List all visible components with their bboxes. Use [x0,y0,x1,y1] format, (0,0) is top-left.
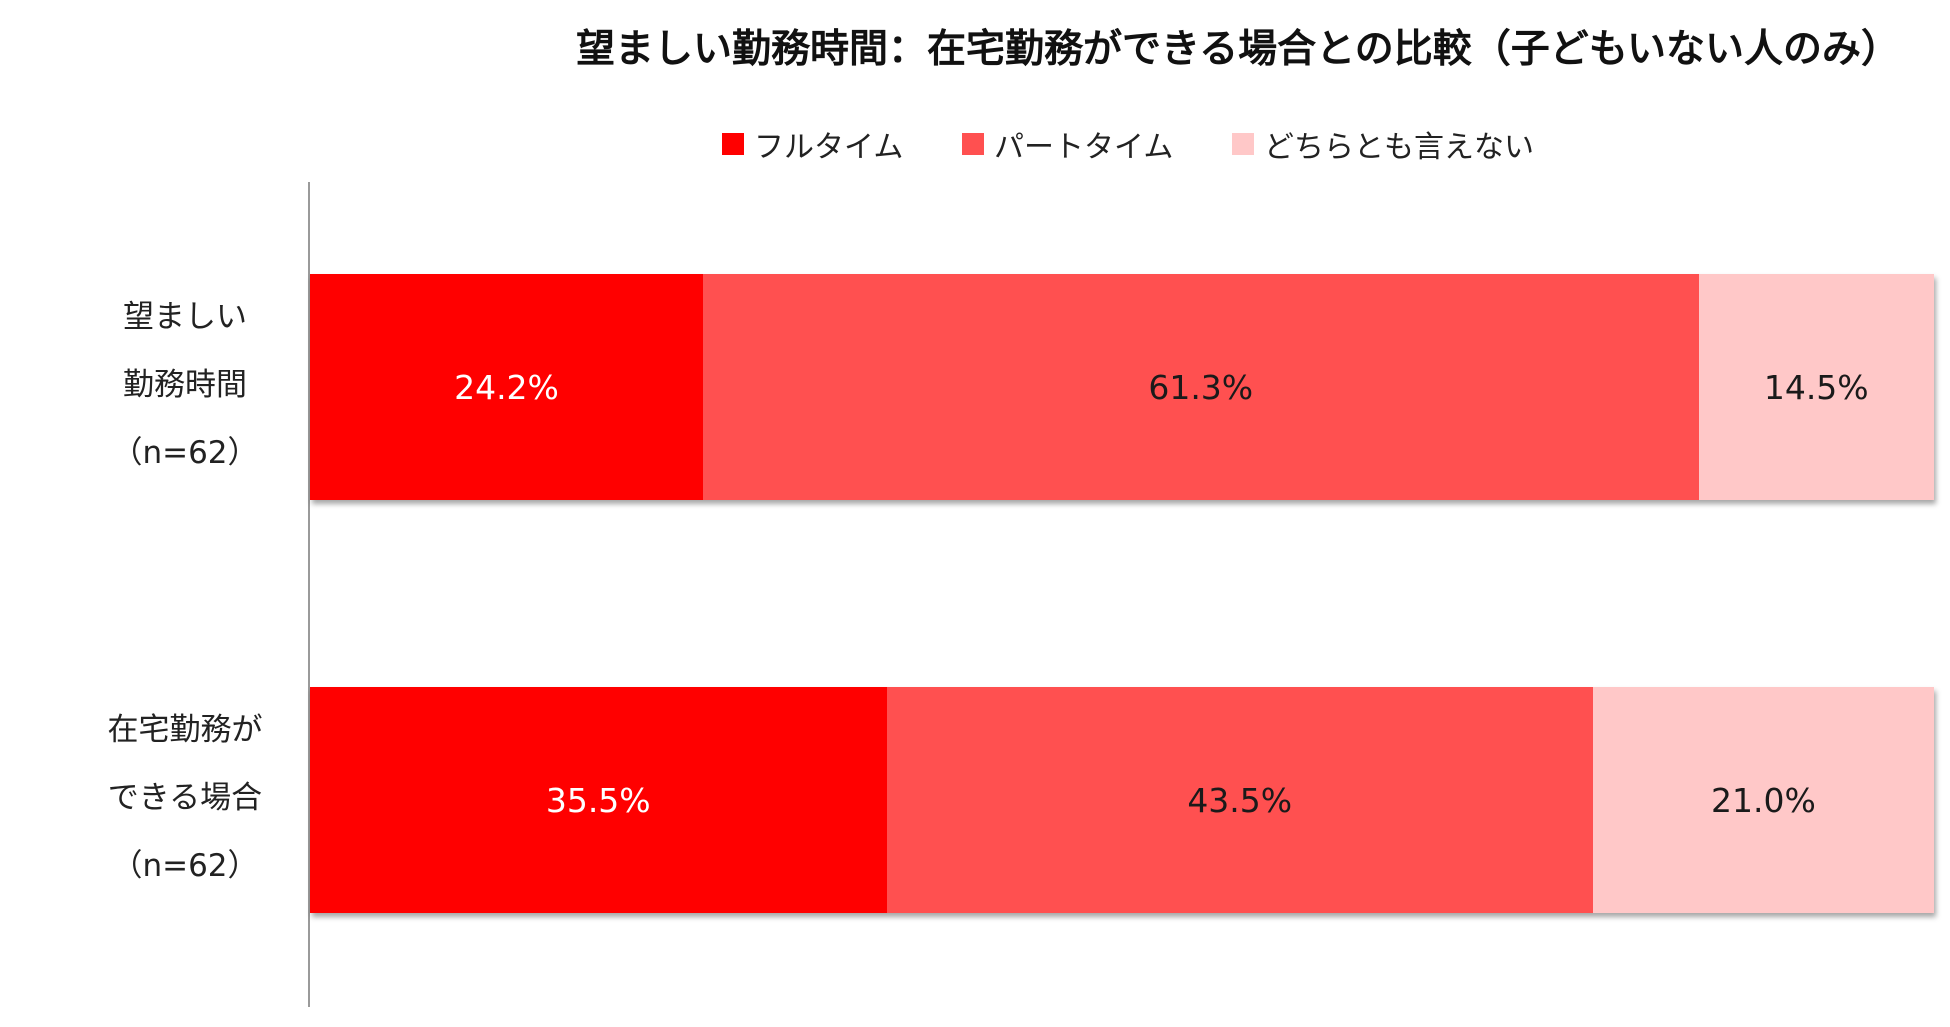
category-label-line: できる場合 [107,780,263,816]
category-label: 望ましい勤務時間 （n=62） [70,283,300,487]
data-label: 61.3% [1148,367,1254,407]
legend-swatch [722,133,744,155]
category-label: 在宅勤務ができる場合 （n=62） [70,696,300,900]
category-label-line: 勤務時間 [123,367,247,403]
legend-item: フルタイム [722,122,903,166]
stacked-bar: 35.5% 43.5% 21.0% [310,687,1934,913]
legend-item: どちらとも言えない [1232,122,1534,166]
category-label-line: 在宅勤務が [107,712,263,748]
legend-label: どちらとも言えない [1264,130,1534,165]
bar-segment: 14.5% [1698,274,1934,500]
legend-item: パートタイム [962,122,1173,166]
legend-label: フルタイム [754,130,904,165]
data-label: 35.5% [545,780,651,820]
bar-segment: 24.2% [310,274,703,500]
category-label-line: （n=62） [111,435,259,471]
bar-segment: 43.5% [886,687,1593,913]
data-label: 24.2% [454,367,559,407]
category-label-line: （n=62） [111,848,259,884]
legend-swatch [962,133,984,155]
bar-segment: 35.5% [310,687,887,913]
legend-swatch [1232,133,1254,155]
stacked-bar: 24.2% 61.3% 14.5% [310,274,1934,500]
category-axis-line [308,182,310,1007]
chart-legend: フルタイム パートタイム どちらとも言えない [0,122,1950,166]
legend-label: パートタイム [994,130,1174,165]
data-label: 14.5% [1763,367,1869,407]
bar-segment: 61.3% [703,274,1699,500]
chart-title: 望ましい勤務時間：在宅勤務ができる場合との比較（子どもいない人のみ） [575,27,1900,72]
data-label: 43.5% [1187,780,1293,820]
bar-segment: 21.0% [1592,687,1934,913]
data-label: 21.0% [1711,780,1816,820]
category-label-line: 望ましい [123,299,247,335]
